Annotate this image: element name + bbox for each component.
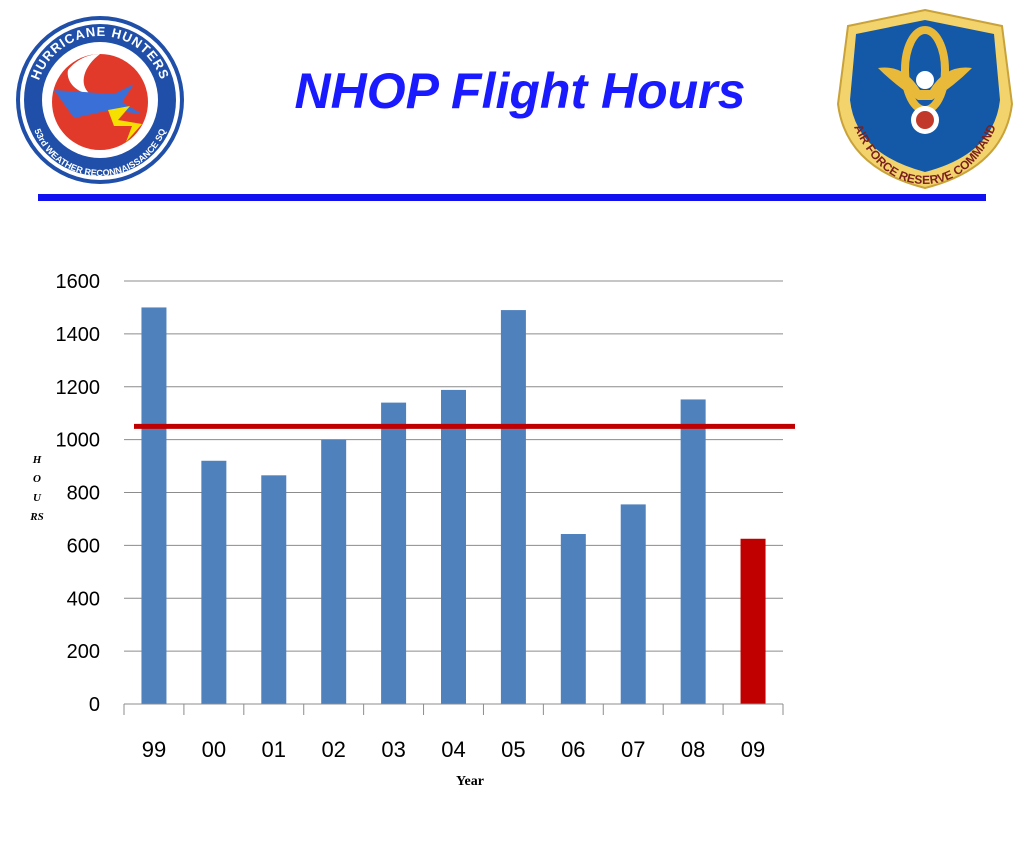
bar-02 xyxy=(321,439,347,704)
bar-07 xyxy=(620,504,646,704)
slide-title: NHOP Flight Hours xyxy=(294,63,746,119)
x-tick-label: 00 xyxy=(202,737,226,762)
y-tick-label: 1000 xyxy=(56,430,101,452)
x-tick-label: 09 xyxy=(741,737,765,762)
chart-bars xyxy=(141,307,766,704)
bar-03 xyxy=(381,402,407,704)
x-axis-title: Year xyxy=(456,774,484,789)
y-tick-label: 1600 xyxy=(56,271,101,293)
x-tick-label: 99 xyxy=(142,737,166,762)
y-tick-label: 0 xyxy=(89,694,100,716)
title-rule xyxy=(38,194,986,201)
bar-06 xyxy=(560,534,586,704)
bar-05 xyxy=(500,310,526,704)
x-tick-label: 04 xyxy=(441,737,465,762)
x-tick-label: 02 xyxy=(321,737,345,762)
x-axis xyxy=(123,703,784,715)
x-tick-label: 05 xyxy=(501,737,525,762)
y-tick-label: 200 xyxy=(67,641,100,663)
bar-00 xyxy=(201,460,227,704)
y-tick-label: 400 xyxy=(67,588,100,610)
y-tick-label: 1400 xyxy=(56,324,101,346)
x-tick-label: 08 xyxy=(681,737,705,762)
x-tick-label: 01 xyxy=(262,737,286,762)
y-axis-tick-labels: 0 200 400 600 800 1000 1200 1400 1600 xyxy=(56,271,101,716)
bar-01 xyxy=(261,475,287,704)
y-axis-title: HOURS xyxy=(30,454,44,523)
bar-08 xyxy=(680,399,706,704)
bar-99 xyxy=(141,307,167,704)
bar-04 xyxy=(441,389,466,704)
x-tick-label: 03 xyxy=(381,737,405,762)
air-force-reserve-command-logo: AIR FORCE RESERVE COMMAND xyxy=(836,8,1014,190)
x-tick-label: 07 xyxy=(621,737,645,762)
x-axis-tick-labels: 99 00 01 02 03 04 05 06 07 08 09 xyxy=(142,737,766,762)
x-tick-label: 06 xyxy=(561,737,585,762)
y-tick-label: 600 xyxy=(67,535,100,557)
bar-09 xyxy=(740,538,766,704)
hurricane-hunters-logo: HURRICANE HUNTERS 53rd WEATHER RECONNAIS… xyxy=(16,16,184,184)
y-tick-label: 800 xyxy=(67,483,100,505)
y-tick-label: 1200 xyxy=(56,377,101,399)
